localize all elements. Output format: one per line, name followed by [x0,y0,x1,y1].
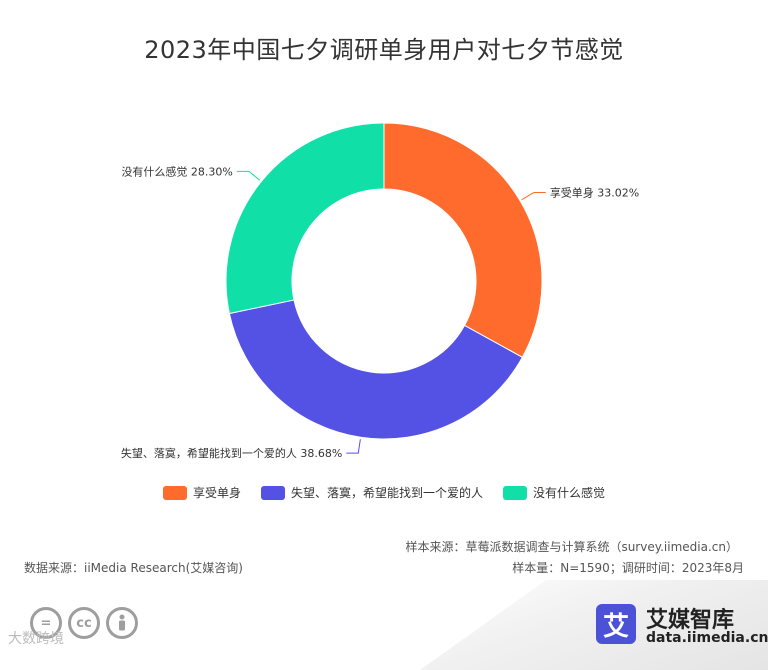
legend-item-enjoy-single[interactable]: 享受单身 [162,484,241,501]
slice-no-feeling[interactable] [225,122,385,315]
legend-swatch [162,485,187,500]
iimedia-logo-icon: 艾 [596,604,636,644]
legend-item-disappointed[interactable]: 失望、落寞，希望能找到一个爱的人 [260,484,483,501]
equals-icon: = [30,607,62,639]
watermark-text: 大数跨境 [8,631,64,647]
slice-disappointed[interactable] [228,299,524,440]
chart-legend: 享受单身 失望、落寞，希望能找到一个爱的人 没有什么感觉 [0,484,768,501]
legend-label: 享受单身 [192,486,241,500]
label-enjoy-single: 享受单身 33.02% [550,186,639,200]
chart-title: 2023年中国七夕调研单身用户对七夕节感觉 [144,36,624,64]
label-disappointed-leader [346,439,361,454]
label-disappointed: 失望、落寞，希望能找到一个爱的人 38.68% [121,446,342,460]
cc-icon: cc [68,607,100,639]
license-icons: = cc [30,607,138,639]
brand-url: data.iimedia.cn [646,630,768,646]
brand-name: 艾媒智库 [646,608,735,633]
legend-swatch [260,485,285,500]
data-source-note: 数据来源：iiMedia Research(艾媒咨询) [24,561,243,575]
person-icon [106,607,138,639]
legend-item-no-feeling[interactable]: 没有什么感觉 [503,484,605,501]
label-no-feeling: 没有什么感觉 28.30% [121,164,232,178]
legend-label: 失望、落寞，希望能找到一个爱的人 [290,486,483,500]
legend-swatch [503,485,527,500]
slice-enjoy-single[interactable] [383,122,543,358]
sample-size-note: 样本量：N=1590；调研时间：2023年8月 [512,561,744,575]
sample-source-note: 样本来源：草莓派数据调查与计算系统（survey.iimedia.cn） [405,540,738,554]
label-no-feeling-leader [236,170,261,181]
label-enjoy-single-leader [521,192,546,201]
legend-label: 没有什么感觉 [533,486,606,500]
person-glyph [119,614,125,631]
